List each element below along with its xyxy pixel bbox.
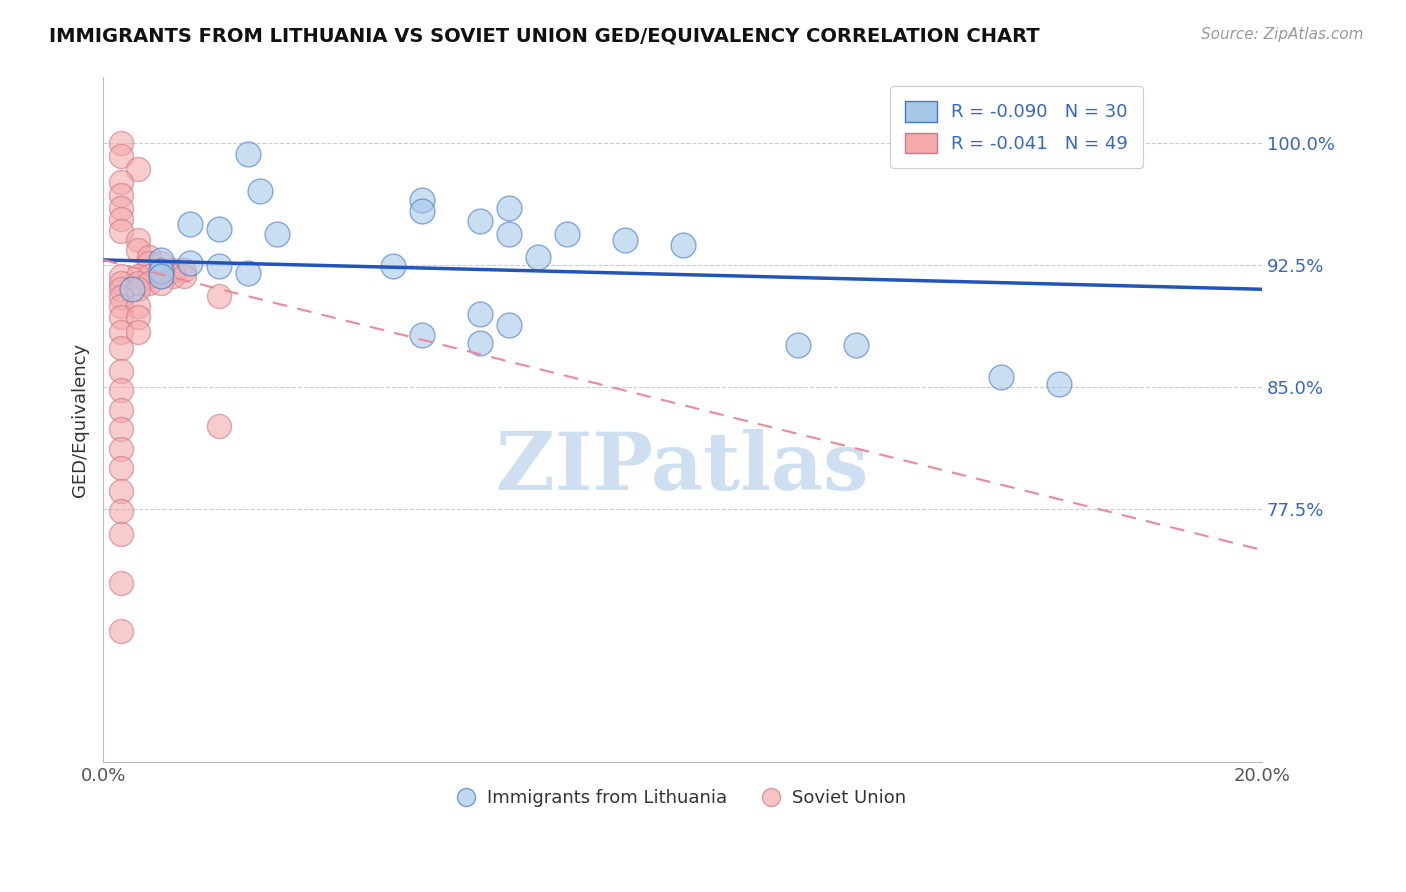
Point <box>671 238 693 252</box>
Point <box>173 269 195 284</box>
Point <box>249 185 271 199</box>
Point <box>138 269 160 284</box>
Point <box>110 212 132 227</box>
Point <box>468 307 491 321</box>
Point <box>121 282 143 296</box>
Point <box>127 282 149 296</box>
Point <box>110 624 132 639</box>
Point <box>150 269 173 284</box>
Point <box>110 290 132 304</box>
Point <box>110 504 132 518</box>
Point <box>127 276 149 290</box>
Text: ZIPatlas: ZIPatlas <box>496 428 869 507</box>
Point <box>110 224 132 238</box>
Text: Source: ZipAtlas.com: Source: ZipAtlas.com <box>1201 27 1364 42</box>
Point <box>150 269 173 284</box>
Point <box>150 264 173 278</box>
Point <box>138 250 160 264</box>
Legend: Immigrants from Lithuania, Soviet Union: Immigrants from Lithuania, Soviet Union <box>451 782 914 814</box>
Point <box>127 269 149 284</box>
Point <box>845 337 868 351</box>
Point <box>110 402 132 417</box>
Point <box>613 233 636 247</box>
Point <box>555 227 578 241</box>
Point <box>127 325 149 339</box>
Point <box>110 136 132 150</box>
Point <box>208 289 231 303</box>
Point <box>110 341 132 355</box>
Point <box>150 256 173 270</box>
Point <box>468 336 491 351</box>
Point <box>787 337 810 351</box>
Point <box>110 526 132 541</box>
Point <box>110 187 132 202</box>
Point <box>179 256 201 270</box>
Point <box>526 250 548 264</box>
Point <box>110 422 132 436</box>
Point <box>411 193 433 207</box>
Point <box>110 299 132 313</box>
Point <box>110 201 132 215</box>
Point <box>498 201 520 215</box>
Point <box>138 276 160 290</box>
Point <box>127 161 149 176</box>
Point <box>127 243 149 257</box>
Point <box>138 256 160 270</box>
Point <box>411 327 433 342</box>
Point <box>110 269 132 284</box>
Point <box>236 266 259 280</box>
Point <box>162 262 184 277</box>
Point <box>110 364 132 378</box>
Point <box>110 310 132 324</box>
Point <box>1047 376 1070 391</box>
Point <box>110 575 132 590</box>
Point <box>173 262 195 277</box>
Point <box>110 325 132 339</box>
Point <box>110 282 132 296</box>
Point <box>127 310 149 324</box>
Point <box>162 269 184 284</box>
Point <box>266 227 288 241</box>
Point <box>208 419 231 434</box>
Point <box>236 147 259 161</box>
Point <box>150 252 173 267</box>
Point <box>110 484 132 499</box>
Point <box>468 214 491 228</box>
Point <box>150 276 173 290</box>
Point <box>110 276 132 290</box>
Point <box>127 233 149 247</box>
Point <box>990 370 1012 384</box>
Point <box>179 217 201 231</box>
Point <box>498 227 520 241</box>
Point <box>208 260 231 274</box>
Point <box>110 461 132 475</box>
Point <box>498 318 520 332</box>
Point <box>381 260 404 274</box>
Point <box>110 442 132 456</box>
Y-axis label: GED/Equivalency: GED/Equivalency <box>72 343 89 497</box>
Point <box>411 204 433 219</box>
Point <box>127 299 149 313</box>
Point <box>150 262 173 277</box>
Point <box>110 148 132 162</box>
Point <box>110 175 132 189</box>
Point <box>110 384 132 398</box>
Point <box>208 222 231 236</box>
Text: IMMIGRANTS FROM LITHUANIA VS SOVIET UNION GED/EQUIVALENCY CORRELATION CHART: IMMIGRANTS FROM LITHUANIA VS SOVIET UNIO… <box>49 27 1040 45</box>
